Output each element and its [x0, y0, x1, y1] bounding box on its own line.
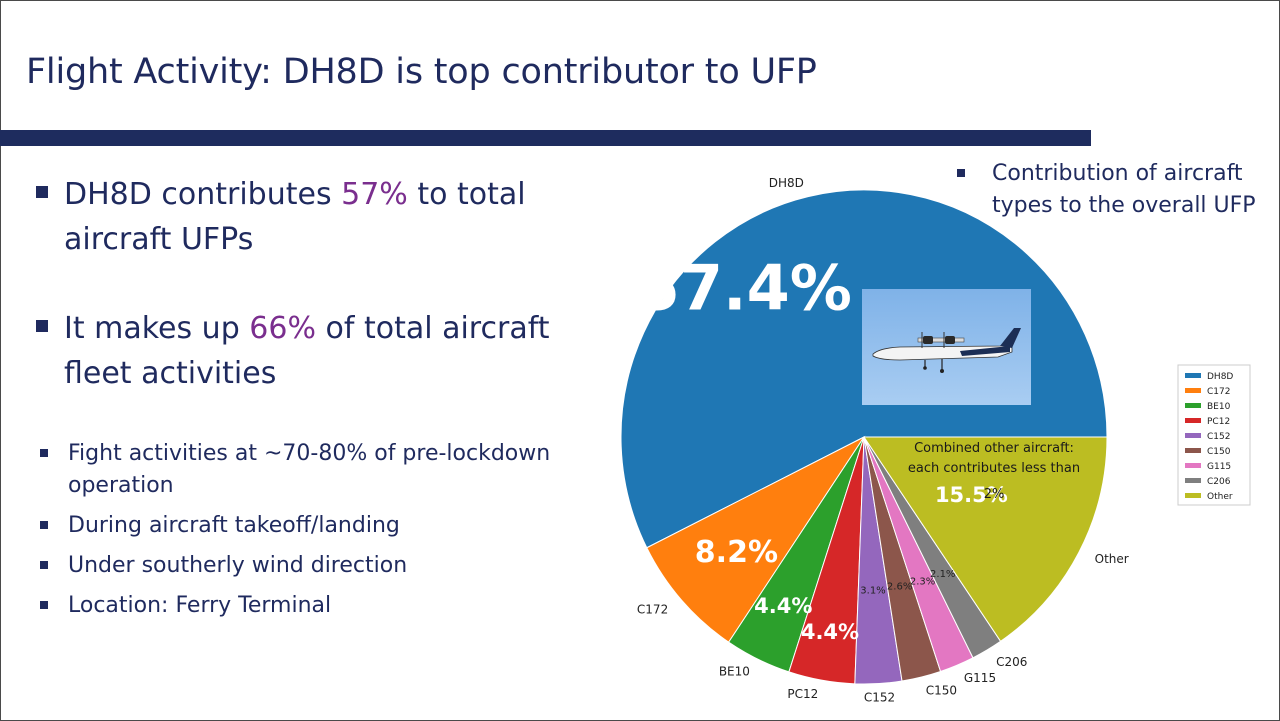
detail-point: Under southerly wind direction [40, 550, 580, 582]
key-point-percentage: 66% [249, 311, 316, 346]
detail-point-text: Location: Ferry Terminal [68, 593, 332, 618]
detail-point-text: During aircraft takeoff/landing [68, 513, 400, 538]
title-rule [0, 130, 1091, 146]
category-label: C150 [926, 684, 957, 698]
bullet-square-icon [40, 449, 48, 457]
detail-point: Fight activities at ~70-80% of pre-lockd… [40, 438, 580, 502]
value-label: 2.3% [910, 576, 935, 587]
key-point-text: It makes up [64, 311, 250, 346]
legend-swatch [1185, 403, 1201, 408]
chart-legend: DH8D C172 BE10 PC12 C152 C150 G115 C206 Other [1177, 364, 1251, 506]
legend-swatch [1185, 448, 1201, 453]
key-point-percentage: 57% [341, 177, 408, 212]
detail-point-text: Fight activities at ~70-80% of pre-lockd… [68, 441, 551, 498]
bullet-square-icon [40, 601, 48, 609]
airplane-icon [872, 328, 1021, 373]
value-label: 4.4% [754, 594, 812, 618]
legend-label: C152 [1207, 432, 1230, 442]
key-point-text: of total aircraft fleet activities [64, 311, 550, 391]
category-label: G115 [964, 671, 996, 685]
value-label: 15.5% [935, 483, 1008, 507]
legend-swatch [1185, 388, 1201, 393]
category-label: C206 [996, 655, 1027, 669]
legend-swatch [1185, 478, 1201, 483]
legend-swatch [1185, 418, 1201, 423]
bullet-square-icon [36, 320, 48, 332]
bullet-square-icon [40, 521, 48, 529]
value-label: 2.1% [930, 569, 955, 580]
pie-slice-other [863, 436, 1108, 642]
key-points: DH8D contributes 57% to total aircraft U… [36, 172, 596, 396]
category-label: Other [1095, 552, 1129, 566]
bullet-square-icon [36, 186, 48, 198]
key-point-fleet-activity: It makes up 66% of total aircraft fleet … [36, 306, 596, 396]
value-label: 4.4% [801, 620, 859, 644]
detail-point: Location: Ferry Terminal [40, 590, 580, 622]
legend-swatch [1185, 493, 1201, 498]
pie-slice-c172 [646, 435, 866, 643]
category-label: PC12 [787, 687, 818, 701]
other-annotation: each contributes less than [908, 461, 1080, 476]
value-label: 8.2% [695, 535, 778, 570]
legend-label: BE10 [1207, 402, 1231, 412]
legend-label: C172 [1207, 387, 1230, 397]
chart-note: Contribution of aircraft types to the ov… [957, 158, 1267, 222]
key-point-text: to total aircraft UFPs [64, 177, 526, 257]
category-label: BE10 [719, 665, 750, 679]
legend-label: Other [1207, 492, 1233, 502]
legend-label: PC12 [1207, 417, 1230, 427]
airplane-photo [862, 289, 1031, 405]
detail-point: During aircraft takeoff/landing [40, 510, 580, 542]
legend-swatch [1185, 373, 1201, 378]
bullet-square-icon [957, 169, 965, 177]
legend-swatch [1185, 433, 1201, 438]
detail-point-text: Under southerly wind direction [68, 553, 408, 578]
category-label: DH8D [769, 176, 804, 190]
value-label: 57.4% [637, 252, 852, 325]
legend-label: G115 [1207, 462, 1231, 472]
other-annotation: 2% [984, 487, 1005, 502]
other-annotation: Combined other aircraft: [914, 441, 1074, 456]
chart-note-text: Contribution of aircraft types to the ov… [992, 161, 1256, 218]
category-label: C172 [637, 603, 668, 617]
legend-label: DH8D [1207, 372, 1233, 382]
slide-title: Flight Activity: DH8D is top contributor… [26, 52, 817, 92]
bullet-square-icon [40, 561, 48, 569]
value-label: 3.1% [860, 585, 885, 596]
value-label: 2.6% [887, 581, 912, 592]
detail-points: Fight activities at ~70-80% of pre-lockd… [40, 438, 580, 630]
key-point-dh8d-contribution: DH8D contributes 57% to total aircraft U… [36, 172, 596, 262]
legend-label: C150 [1207, 447, 1231, 457]
legend-label: C206 [1207, 477, 1231, 487]
category-label: C152 [864, 691, 895, 705]
key-point-text: DH8D contributes [64, 177, 342, 212]
legend-swatch [1185, 463, 1201, 468]
